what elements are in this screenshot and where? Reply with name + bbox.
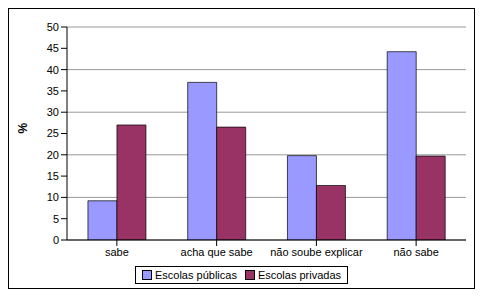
svg-text:sabe: sabe [105,246,129,258]
svg-text:50: 50 [47,21,59,33]
svg-text:25: 25 [47,127,59,139]
html-text:Escolas públicas: Escolas públicas [155,269,237,281]
svg-text:10: 10 [47,191,59,203]
html-text:Escolas privadas: Escolas privadas [257,269,341,281]
svg-text:15: 15 [47,170,59,182]
svg-text:45: 45 [47,42,59,54]
svg-text:%: % [16,123,30,134]
svg-text:não soube explicar: não soube explicar [270,246,363,258]
svg-text:40: 40 [47,64,59,76]
svg-text:20: 20 [47,149,59,161]
svg-text:35: 35 [47,85,59,97]
svg-text:acha que sabe: acha que sabe [181,246,253,258]
svg-text:5: 5 [53,213,59,225]
svg-text:0: 0 [53,234,59,246]
svg-text:não sabe: não sabe [393,246,438,258]
svg-text:30: 30 [47,106,59,118]
